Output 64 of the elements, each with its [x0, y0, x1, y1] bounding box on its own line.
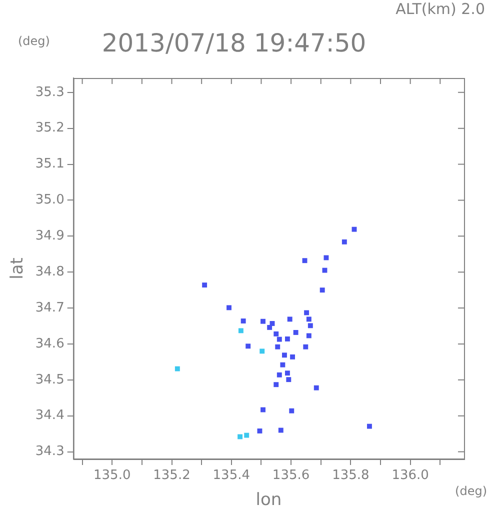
point [240, 318, 246, 324]
point [260, 318, 266, 324]
y-tick-label: 34.5 [35, 372, 64, 388]
point [284, 370, 290, 376]
point [324, 255, 329, 260]
point [278, 428, 284, 433]
text: ALT(km) 2.0 [396, 0, 485, 18]
x-tick-label: 135.4 [212, 468, 250, 484]
point [246, 344, 251, 349]
point [320, 288, 325, 293]
point [293, 330, 298, 335]
point [276, 372, 282, 378]
point [238, 328, 244, 334]
point [308, 323, 313, 328]
y-tick-label: 34.8 [35, 264, 64, 280]
point [302, 258, 308, 264]
x-axis-title: lon [256, 490, 282, 510]
chart-title: 2013/07/18 19:47:50 [102, 28, 366, 58]
point [274, 331, 279, 336]
y-axis-title: lat [8, 257, 28, 280]
point [314, 385, 319, 390]
point [275, 344, 280, 350]
y-tick-label: 35.2 [35, 120, 64, 136]
point [244, 432, 250, 438]
point [286, 377, 292, 382]
point [342, 239, 347, 244]
x-tick-label: 135.8 [332, 468, 370, 484]
y-tick-label: 34.9 [35, 228, 64, 244]
point [284, 336, 290, 342]
point [267, 324, 272, 330]
point [366, 424, 372, 429]
y-tick-label: 34.4 [35, 408, 64, 424]
point [352, 226, 357, 232]
point [306, 316, 312, 322]
point [322, 268, 328, 273]
x-tick-label: 135.0 [94, 468, 131, 484]
y-tick-label: 34.3 [35, 444, 64, 460]
text: (deg) [18, 34, 50, 48]
point [260, 348, 265, 354]
point [202, 282, 208, 288]
x-tick-label: 135.2 [153, 468, 190, 484]
point [289, 408, 294, 414]
y-tick-label: 35.3 [35, 84, 64, 100]
point [238, 434, 243, 440]
y-tick-label: 34.6 [35, 336, 64, 352]
point [290, 354, 296, 360]
y-tick-label: 34.7 [35, 300, 64, 316]
point [280, 362, 286, 368]
text: (deg) [455, 484, 487, 498]
x-tick-label: 136.0 [392, 468, 429, 484]
point [276, 336, 282, 342]
point [274, 382, 279, 388]
y-tick-label: 35.1 [35, 156, 64, 172]
point [257, 428, 262, 434]
point [282, 352, 287, 358]
y-tick-label: 35.0 [35, 192, 64, 208]
point [304, 310, 310, 316]
point [306, 333, 312, 338]
x-tick-label: 135.6 [272, 468, 310, 484]
point [174, 366, 180, 372]
point [226, 305, 232, 310]
point [260, 407, 266, 412]
point [287, 316, 292, 322]
point [303, 344, 308, 350]
